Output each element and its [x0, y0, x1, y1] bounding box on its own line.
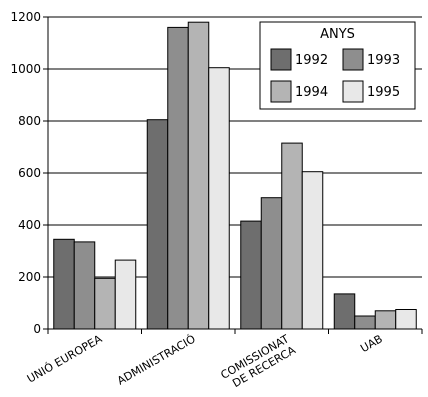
legend-label: 1992 — [295, 53, 328, 68]
bar-1992 — [53, 238, 75, 330]
category-label-line: UNIÓ EUROPEA — [25, 332, 105, 386]
legend-label: 1994 — [295, 85, 328, 100]
bar-1992 — [240, 220, 262, 330]
category-label: UAB — [358, 332, 385, 355]
legend-swatch-1994 — [270, 80, 292, 103]
y-tick-label: 0 — [33, 322, 41, 336]
category-label-line: ADMINISTRACIÓ — [115, 332, 198, 387]
bar-1992 — [333, 293, 356, 330]
legend-label: 1993 — [367, 53, 400, 68]
bar-1994 — [187, 21, 210, 330]
bar-1993 — [260, 197, 283, 330]
legend: ANYS 1992 1993 1994 1995 — [259, 21, 416, 110]
bar-1995 — [114, 259, 137, 330]
legend-label: 1995 — [367, 85, 400, 100]
bar-1994 — [374, 310, 397, 330]
category-label: ADMINISTRACIÓ — [115, 332, 198, 387]
y-tick-label: 1200 — [10, 10, 41, 24]
y-tick-label: 400 — [18, 218, 41, 232]
y-tick-label: 200 — [18, 270, 41, 284]
legend-title: ANYS — [320, 27, 355, 42]
bar-1995 — [301, 171, 324, 330]
bars — [53, 21, 417, 330]
legend-swatch-1995 — [342, 80, 364, 103]
legend-swatch-1993 — [342, 48, 364, 71]
bar-1993 — [354, 315, 376, 330]
bar-1992 — [146, 119, 169, 330]
bar-1994 — [281, 142, 303, 330]
gridlines — [48, 16, 422, 330]
category-label-line: UAB — [358, 332, 385, 355]
bar-1995 — [395, 309, 417, 330]
category-label: UNIÓ EUROPEA — [25, 332, 105, 386]
bar-1995 — [208, 67, 230, 330]
y-tick-label: 600 — [18, 166, 41, 180]
bar-1993 — [167, 26, 189, 330]
bar-1993 — [73, 241, 96, 330]
y-tick-label: 1000 — [10, 62, 41, 76]
legend-swatch-1992 — [270, 48, 292, 71]
bar-1994 — [94, 277, 116, 330]
category-label: COMISSIONATDE RECERCA — [218, 332, 298, 393]
y-tick-label: 800 — [18, 114, 41, 128]
